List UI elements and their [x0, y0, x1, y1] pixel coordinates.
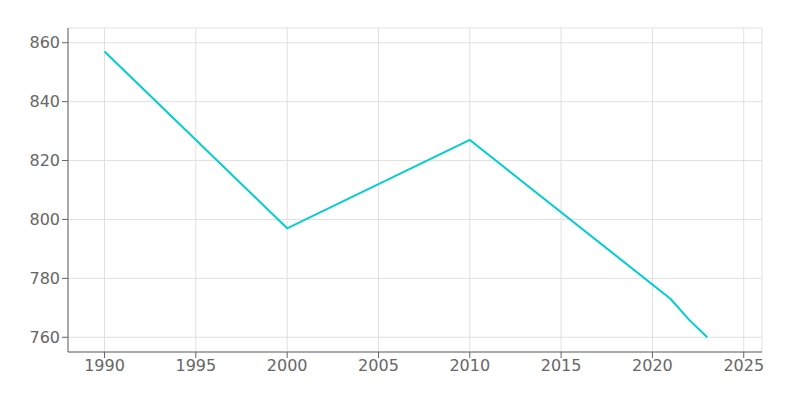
svg-text:2010: 2010	[449, 356, 490, 375]
svg-text:2015: 2015	[541, 356, 582, 375]
svg-text:2005: 2005	[358, 356, 399, 375]
svg-text:820: 820	[29, 151, 60, 170]
svg-text:2020: 2020	[632, 356, 673, 375]
svg-text:1990: 1990	[84, 356, 125, 375]
svg-text:840: 840	[29, 92, 60, 111]
svg-text:760: 760	[29, 328, 60, 347]
svg-text:800: 800	[29, 210, 60, 229]
svg-text:860: 860	[29, 33, 60, 52]
svg-text:2025: 2025	[723, 356, 764, 375]
svg-text:1995: 1995	[175, 356, 216, 375]
svg-text:780: 780	[29, 269, 60, 288]
svg-text:2000: 2000	[267, 356, 308, 375]
